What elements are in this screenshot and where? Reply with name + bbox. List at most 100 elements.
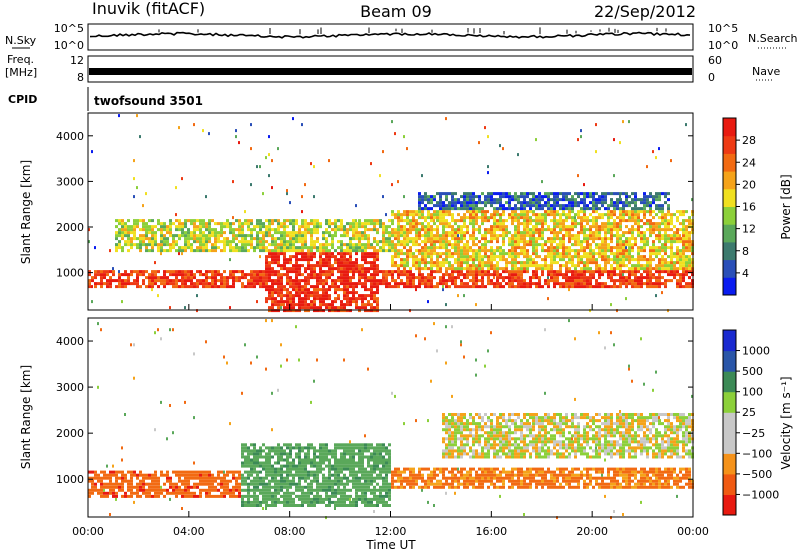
velocity-cell-587 xyxy=(274,446,277,450)
power-cell-3125 xyxy=(565,204,568,208)
power-cell-3061 xyxy=(559,258,562,262)
power-cell-2392 xyxy=(475,201,478,205)
power-cell-3288 xyxy=(583,183,585,187)
power-cell-3762 xyxy=(643,267,646,271)
power-cell-3169 xyxy=(571,234,574,238)
power-cell-2170 xyxy=(451,255,454,259)
velocity-cell-559 xyxy=(271,479,274,483)
power-cell-2309 xyxy=(466,207,469,211)
power-cell-1781 xyxy=(403,270,406,274)
power-cell-923 xyxy=(286,231,289,235)
power-cell-66 xyxy=(118,231,121,235)
power-cell-198 xyxy=(148,219,151,223)
velocity-cell-638 xyxy=(283,443,286,447)
power-cell-1327 xyxy=(337,252,340,256)
power-cell-2273 xyxy=(463,246,466,250)
power-cell-2954 xyxy=(547,285,550,289)
power-cell-119 xyxy=(130,225,133,229)
power-cell-2317 xyxy=(469,273,472,277)
power-cell-1539 xyxy=(364,252,367,256)
power-cell-3145 xyxy=(568,231,571,235)
velocity-cell-179 xyxy=(157,328,159,332)
power-cell-3206 xyxy=(577,282,580,286)
power-cell-2274 xyxy=(463,243,466,247)
power-cell-2051 xyxy=(436,228,439,232)
power-cell-3739 xyxy=(640,282,643,286)
power-cell-1685 xyxy=(388,282,391,286)
power-cell-4044 xyxy=(679,234,681,238)
power-ytick-4000: 4000 xyxy=(56,130,84,143)
power-cell-10 xyxy=(91,276,94,280)
power-cell-2247 xyxy=(460,252,463,256)
power-cell-233 xyxy=(157,249,160,253)
power-cell-322 xyxy=(178,252,180,256)
power-cell-2464 xyxy=(484,126,486,130)
power-cell-146 xyxy=(136,186,138,190)
velocity-cell-317 xyxy=(214,485,217,489)
velocity-cell-13 xyxy=(94,488,97,492)
power-cell-86 xyxy=(124,282,127,286)
velocity-cell-592 xyxy=(277,485,280,489)
power-cell-2523 xyxy=(493,249,496,253)
power-cell-1958 xyxy=(424,204,427,208)
power-cell-2764 xyxy=(523,261,526,265)
power-cell-18 xyxy=(97,282,100,286)
power-cell-79 xyxy=(121,234,124,238)
power-cell-1593 xyxy=(373,309,376,313)
power-cell-857 xyxy=(280,294,283,298)
power-cell-1079 xyxy=(304,228,307,232)
power-cell-253 xyxy=(163,285,166,289)
power-cell-268 xyxy=(166,279,169,283)
velocity-cell-516 xyxy=(265,500,268,504)
power-cell-2570 xyxy=(499,252,502,256)
power-cell-3822 xyxy=(649,225,652,229)
power-cell-3518 xyxy=(613,252,616,256)
velocity-cell-168 xyxy=(154,473,157,477)
power-cell-912 xyxy=(286,276,289,280)
power-cell-2615 xyxy=(505,267,508,271)
power-cell-1547 xyxy=(364,225,367,229)
power-cell-3332 xyxy=(589,225,592,229)
power-cell-3302 xyxy=(586,240,589,244)
velocity-cell-135 xyxy=(142,488,145,492)
velocity-cell-502 xyxy=(262,491,265,495)
power-cell-3418 xyxy=(601,258,604,262)
power-cell-3800 xyxy=(646,204,649,208)
power-cell-3138 xyxy=(568,255,571,259)
power-cell-104 xyxy=(127,237,130,241)
power-cell-2733 xyxy=(520,285,523,289)
power-cell-1592 xyxy=(370,162,372,166)
power-cell-735 xyxy=(265,264,268,268)
velocity-cell-507 xyxy=(262,476,265,480)
power-cell-2534 xyxy=(493,207,496,211)
velocity-cell-579 xyxy=(274,479,277,483)
power-cell-3480 xyxy=(607,207,610,211)
power-cell-3412 xyxy=(598,195,601,199)
power-cell-2366 xyxy=(472,198,475,202)
velocity-cell-793 xyxy=(313,497,316,501)
power-cell-1474 xyxy=(355,228,358,232)
power-cell-1921 xyxy=(421,249,424,253)
velocity-cell-471 xyxy=(256,485,259,489)
power-cell-1402 xyxy=(346,246,349,250)
power-cell-3622 xyxy=(625,258,628,262)
power-cell-380 xyxy=(190,276,193,280)
power-cell-3989 xyxy=(670,234,673,238)
power-cell-948 xyxy=(289,237,292,241)
power-cell-672 xyxy=(253,237,256,241)
velocity-cell-400 xyxy=(244,482,247,486)
power-cell-3122 xyxy=(565,216,568,220)
power-cell-1318 xyxy=(337,288,340,292)
power-cell-3841 xyxy=(652,243,655,247)
power-cell-1770 xyxy=(400,240,403,244)
power-cell-2583 xyxy=(499,198,502,202)
velocity-cell-666 xyxy=(289,482,292,486)
power-cell-1081 xyxy=(304,222,307,226)
velocity-cell-63 xyxy=(112,482,115,486)
velocity-cell-352 xyxy=(229,491,232,495)
power-cell-3172 xyxy=(571,222,574,226)
power-cell-3424 xyxy=(601,240,604,244)
power-cell-1248 xyxy=(325,222,328,226)
power-cell-1036 xyxy=(301,285,304,289)
